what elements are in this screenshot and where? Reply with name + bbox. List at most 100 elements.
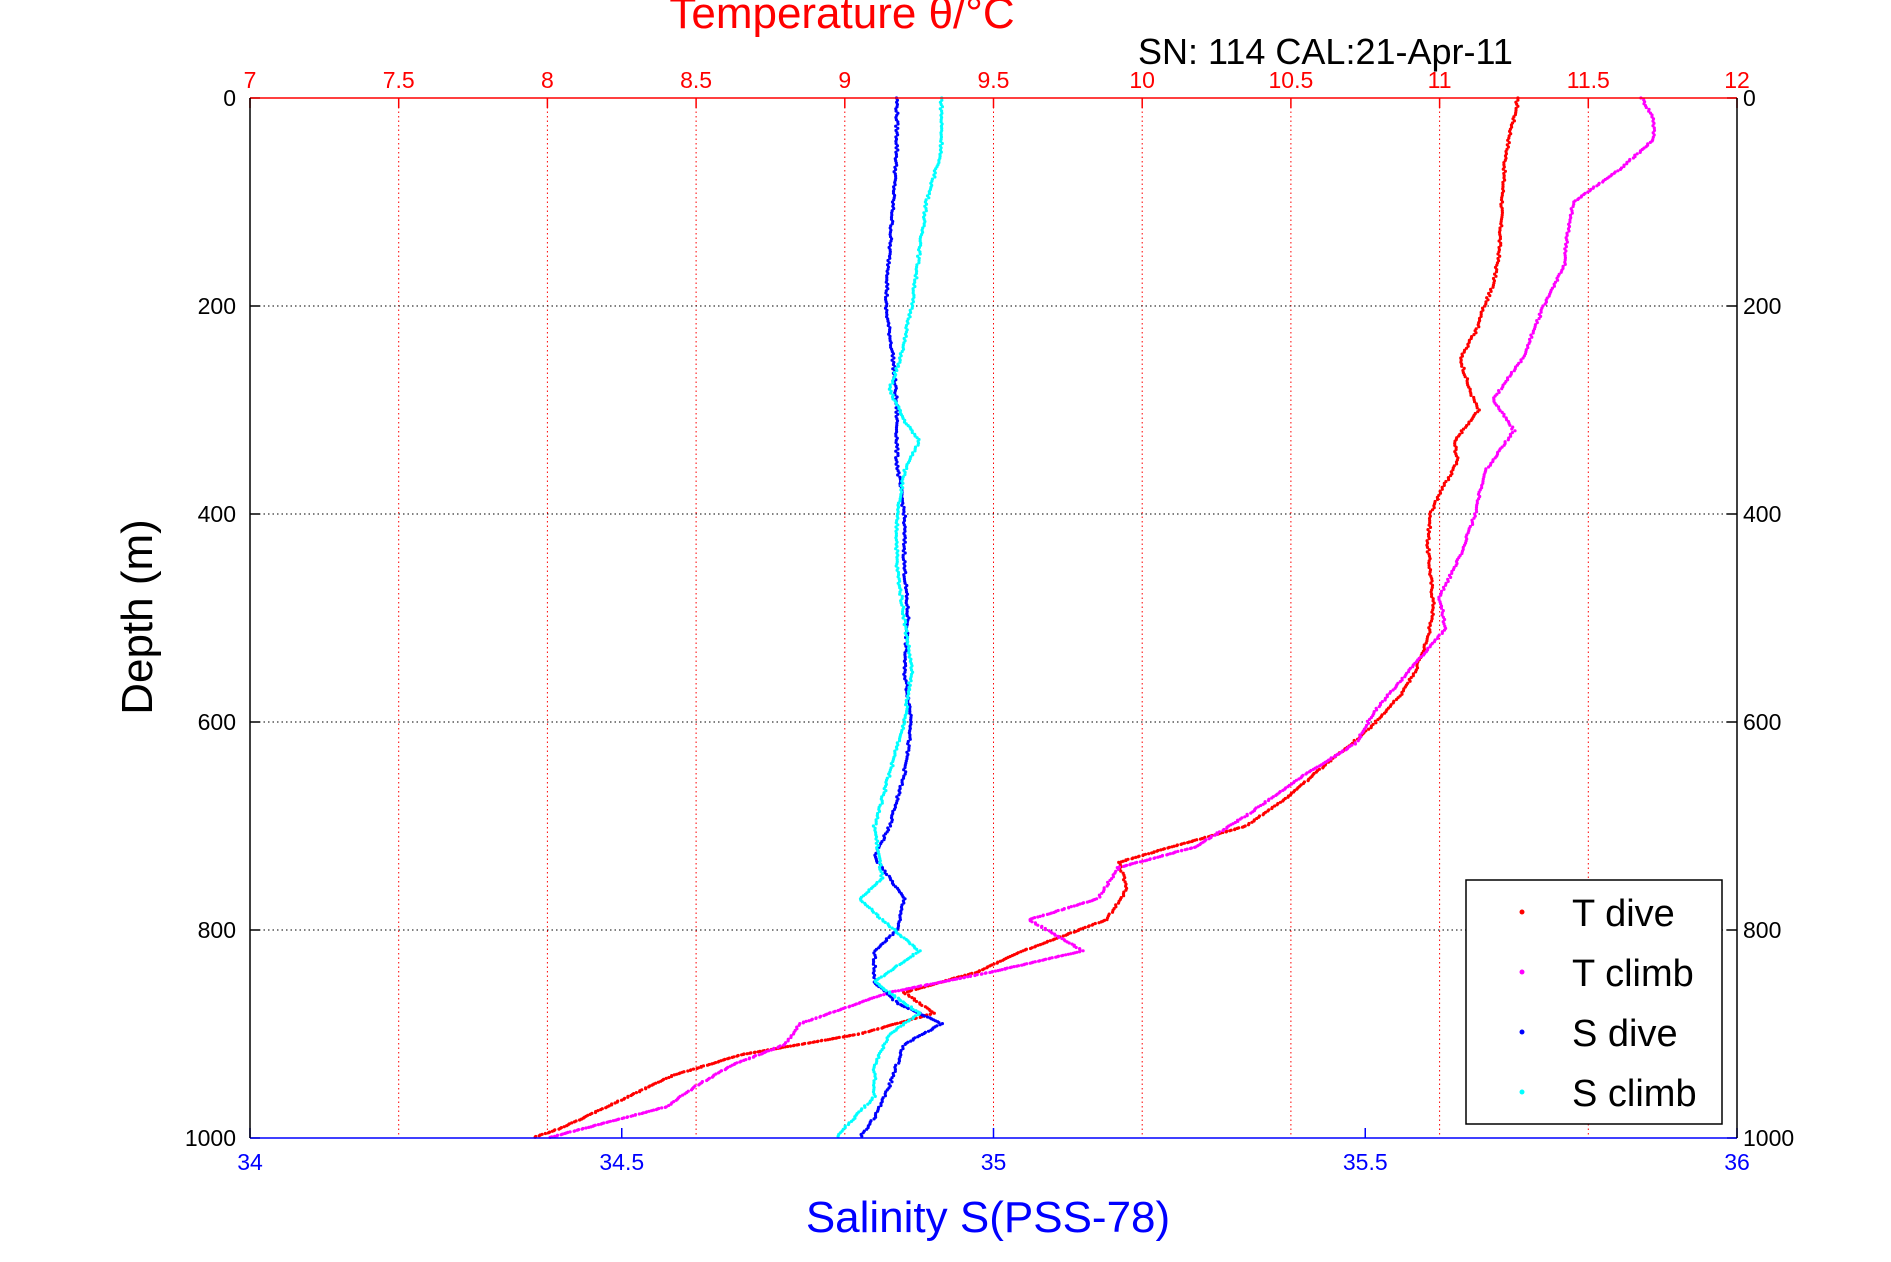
data-point (899, 935, 903, 939)
data-point (905, 614, 909, 618)
data-point (786, 1039, 790, 1043)
data-point (940, 126, 944, 130)
data-point (879, 874, 883, 878)
data-point (1537, 316, 1541, 321)
data-point (894, 449, 898, 453)
data-point (885, 293, 890, 297)
data-point (640, 1111, 644, 1116)
data-point (1198, 837, 1203, 841)
data-point (894, 124, 898, 128)
data-point (1124, 888, 1128, 892)
data-point (1240, 825, 1245, 829)
data-point (1036, 923, 1040, 927)
data-point (742, 1058, 746, 1062)
data-point (557, 1127, 561, 1131)
data-point (660, 1106, 664, 1110)
data-point (1442, 587, 1446, 591)
data-point (767, 1049, 771, 1053)
series-t-climb (548, 96, 1657, 1139)
data-point (1159, 848, 1163, 852)
data-point (985, 966, 989, 970)
data-point (1644, 105, 1648, 110)
data-point (1489, 289, 1493, 293)
data-point (1460, 364, 1464, 368)
data-point (1442, 483, 1446, 487)
data-point (710, 1075, 714, 1079)
data-point (889, 969, 893, 973)
data-point (901, 616, 905, 620)
data-point (1428, 519, 1432, 523)
data-point (874, 1077, 878, 1081)
data-point (913, 284, 917, 289)
data-point (899, 988, 904, 992)
data-point (689, 1088, 694, 1092)
data-point (889, 391, 893, 395)
data-point (896, 447, 900, 451)
tick-label-temperature: 12 (1724, 67, 1750, 93)
data-point (884, 989, 888, 993)
data-point (895, 403, 899, 407)
data-point (940, 141, 944, 146)
data-point (893, 1069, 897, 1073)
data-point (1278, 800, 1283, 804)
data-point (1008, 966, 1012, 970)
data-point (1449, 474, 1453, 478)
data-point (669, 1074, 674, 1079)
data-point (1460, 551, 1464, 556)
data-point (896, 989, 901, 993)
data-point (637, 1112, 641, 1116)
data-point (1281, 788, 1285, 793)
data-point (910, 986, 914, 990)
data-point (769, 1048, 773, 1052)
data-point (1543, 302, 1547, 306)
data-point (1388, 691, 1392, 695)
data-point (1436, 636, 1440, 641)
data-point (1377, 705, 1381, 709)
data-point (874, 955, 878, 960)
data-point (885, 276, 889, 280)
data-point (909, 679, 913, 683)
data-point (927, 196, 931, 200)
data-point (620, 1098, 624, 1102)
data-point (1616, 169, 1620, 173)
data-point (1455, 462, 1459, 466)
data-point (896, 1002, 900, 1006)
data-point (1122, 864, 1126, 869)
data-point (1367, 721, 1371, 725)
data-point (947, 979, 951, 983)
data-point (822, 1014, 826, 1018)
data-point (890, 1080, 894, 1084)
data-point (894, 109, 898, 113)
data-point (555, 1134, 559, 1138)
data-point (1444, 583, 1448, 587)
legend-marker (1519, 909, 1525, 915)
data-point (906, 1004, 910, 1008)
data-point (572, 1120, 577, 1124)
data-point (674, 1098, 678, 1102)
data-point (916, 1012, 920, 1017)
data-point (1069, 952, 1073, 956)
data-point (1501, 167, 1505, 171)
data-point (647, 1085, 651, 1089)
data-point (903, 581, 907, 585)
data-point (1228, 829, 1232, 833)
data-point (804, 1019, 808, 1024)
data-point (1591, 186, 1595, 190)
data-point (695, 1066, 699, 1071)
data-point (869, 886, 874, 891)
legend-label: S dive (1572, 1013, 1678, 1055)
data-point (1564, 245, 1568, 249)
data-point (996, 969, 1000, 973)
data-point (1512, 119, 1516, 123)
tick-label-salinity: 34 (237, 1149, 263, 1175)
data-point (910, 430, 914, 435)
data-point (587, 1125, 591, 1129)
data-point (1425, 545, 1430, 550)
data-point (578, 1118, 582, 1122)
data-point (901, 486, 905, 490)
data-point (896, 122, 900, 126)
tick-label-depth-left: 1000 (185, 1125, 236, 1151)
data-point (1450, 571, 1454, 576)
data-point (1036, 915, 1040, 919)
data-point (1081, 901, 1085, 906)
